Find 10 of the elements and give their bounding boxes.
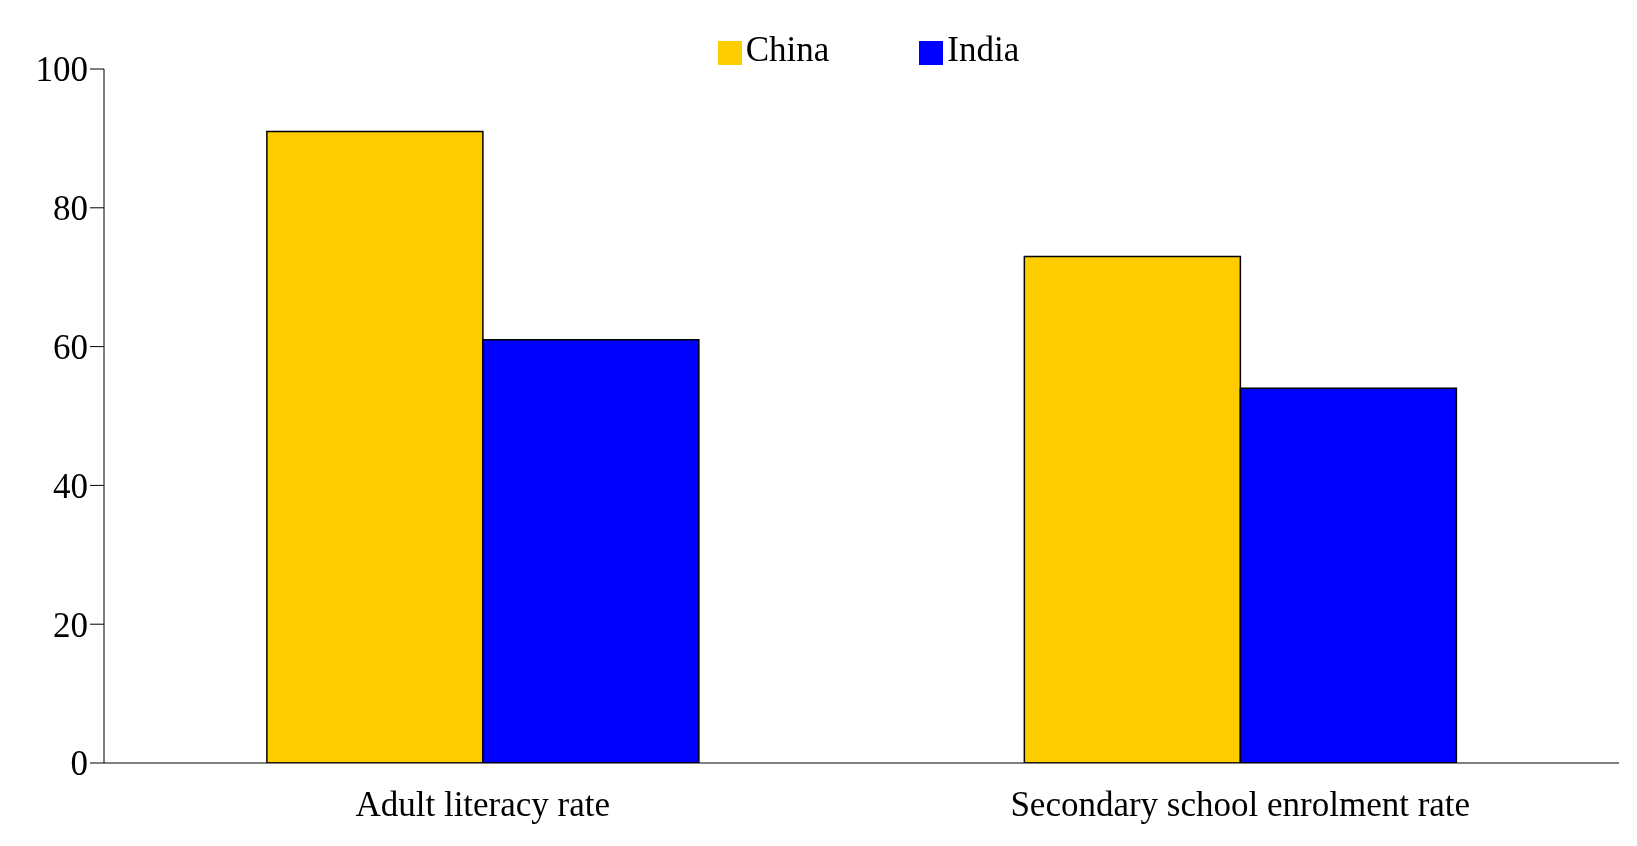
y-tick-label: 80 [53,189,88,229]
x-tick-label: Adult literacy rate [355,784,611,824]
y-tick-label: 60 [53,328,88,368]
y-tick-label: 100 [35,50,88,90]
y-tick-label: 20 [53,605,88,645]
legend-label: China [745,30,830,69]
x-tick-label: Secondary school enrolment rate [1010,784,1471,824]
y-tick-label: 40 [53,466,88,506]
legend-label: India [947,30,1020,69]
y-tick-label: 0 [70,744,88,784]
